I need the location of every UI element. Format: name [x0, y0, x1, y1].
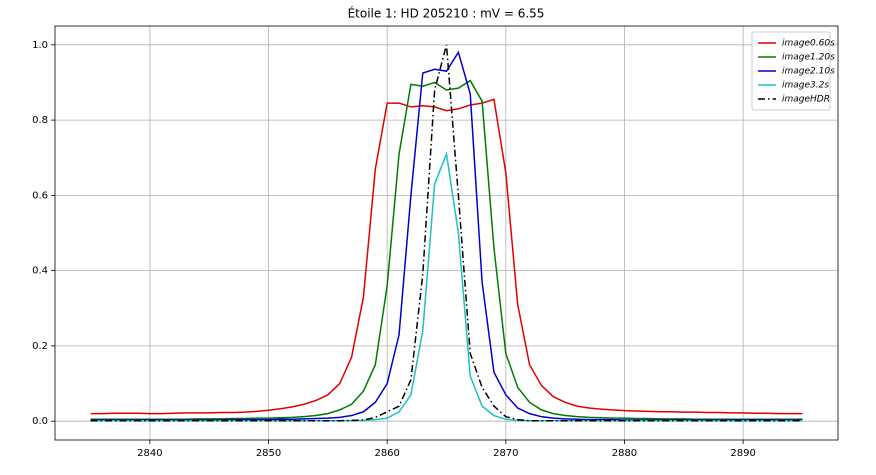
series-line [90, 44, 803, 422]
legend-box [751, 31, 831, 111]
x-tick-label: 2890 [730, 448, 755, 459]
x-tick-label: 2850 [256, 448, 281, 459]
y-tick-label: 0.0 [32, 416, 48, 427]
y-tick-label: 0.4 [32, 266, 48, 277]
legend: image0.60s image1.20s image2.10s image3.2s i… [751, 31, 835, 111]
series-line [90, 79, 803, 421]
y-tick-label: 0.6 [32, 190, 48, 201]
chart-title: Étoile 1: HD 205210 : mV = 6.55 [348, 6, 545, 21]
y-tick-label: 0.8 [32, 115, 48, 126]
x-tick-label: 2840 [137, 448, 162, 459]
y-tick-label: 1.0 [32, 40, 48, 51]
legend-label: image3.2s [782, 81, 829, 91]
legend-label: image0.60s [782, 39, 835, 49]
x-tick-label: 2870 [493, 448, 518, 459]
series-line [90, 50, 803, 421]
legend-label: image1.20s [782, 53, 835, 63]
legend-label: image2.10s [782, 67, 835, 77]
x-tick-label: 2860 [374, 448, 399, 459]
series-line [90, 98, 803, 415]
x-tick-label: 2880 [612, 448, 637, 459]
axes-frame [54, 25, 839, 441]
legend-label: imageHDR [782, 95, 830, 105]
y-tick-label: 0.2 [32, 341, 48, 352]
